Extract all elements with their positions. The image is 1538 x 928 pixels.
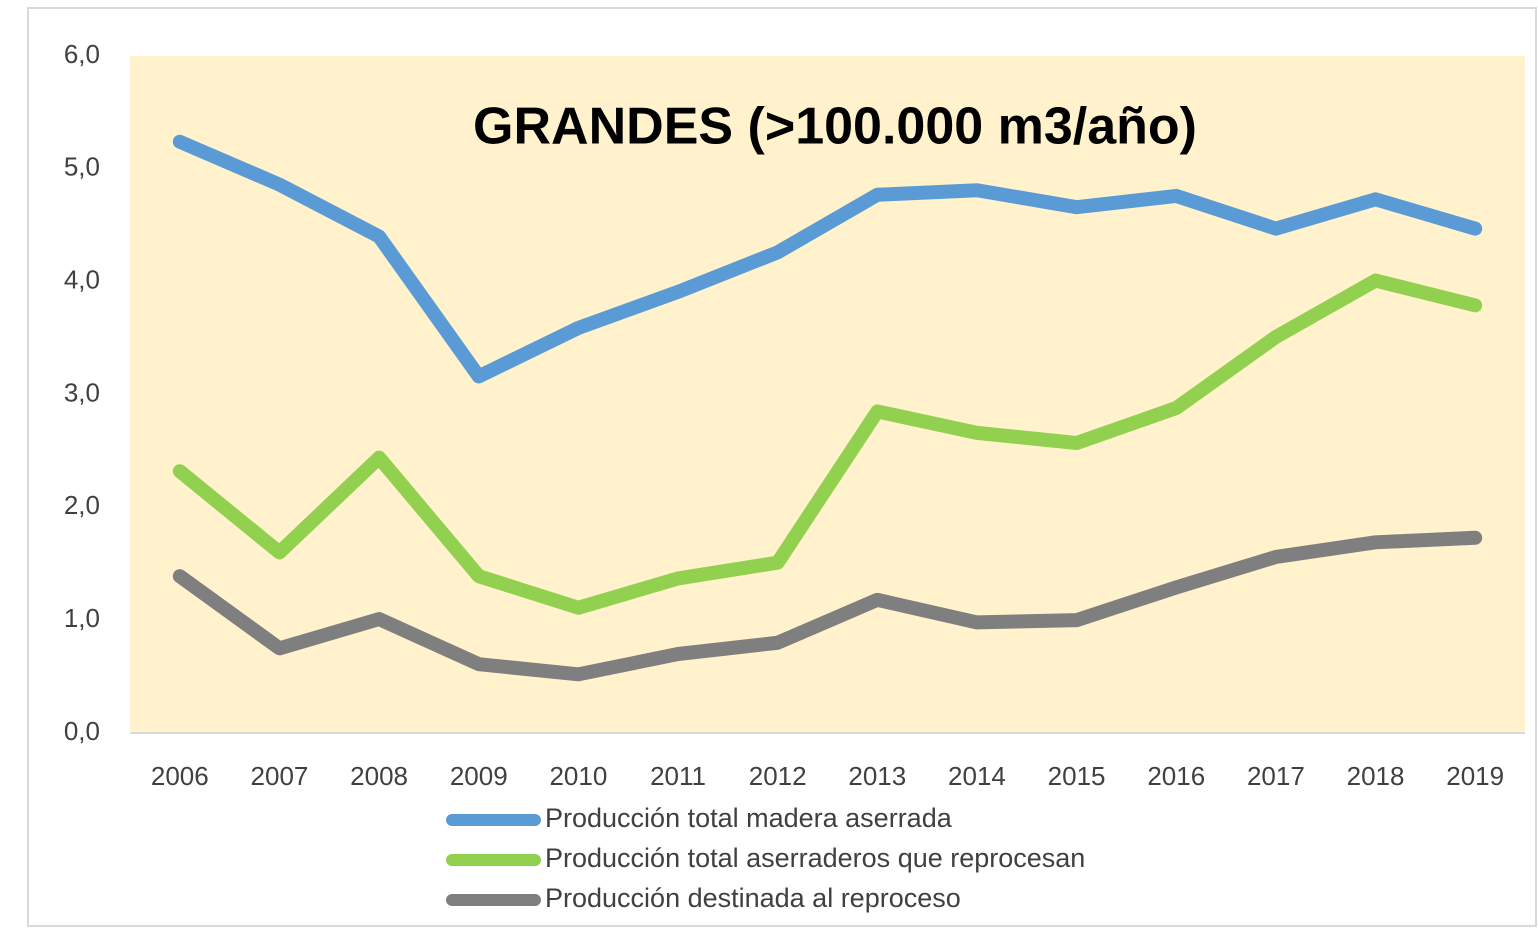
legend-label: Producción total aserraderos que reproce… bbox=[545, 843, 1085, 873]
x-tick-label: 2018 bbox=[1347, 761, 1405, 791]
y-tick-label: 6,0 bbox=[64, 39, 100, 69]
x-tick-label: 2006 bbox=[151, 761, 209, 791]
x-tick-label: 2008 bbox=[350, 761, 408, 791]
y-tick-label: 4,0 bbox=[64, 265, 100, 295]
x-tick-label: 2013 bbox=[848, 761, 906, 791]
x-tick-label: 2017 bbox=[1247, 761, 1305, 791]
series-line bbox=[172, 134, 1483, 384]
x-tick-label: 2014 bbox=[948, 761, 1006, 791]
legend-label: Producción destinada al reproceso bbox=[545, 883, 961, 913]
series-line bbox=[172, 273, 1483, 615]
x-tick-label: 2011 bbox=[650, 761, 706, 791]
x-tick-label: 2009 bbox=[450, 761, 508, 791]
x-tick-label: 2012 bbox=[749, 761, 807, 791]
chart-title: GRANDES (>100.000 m3/año) bbox=[473, 98, 1197, 156]
series-line bbox=[172, 530, 1483, 682]
y-tick-label: 5,0 bbox=[64, 152, 100, 182]
y-tick-label: 2,0 bbox=[64, 490, 100, 520]
y-tick-label: 1,0 bbox=[64, 603, 100, 633]
x-tick-label: 2019 bbox=[1446, 761, 1504, 791]
y-tick-label: 3,0 bbox=[64, 377, 100, 407]
y-tick-label: 0,0 bbox=[64, 716, 100, 746]
x-tick-label: 2007 bbox=[251, 761, 309, 791]
legend-label: Producción total madera aserrada bbox=[545, 803, 953, 833]
x-tick-label: 2016 bbox=[1147, 761, 1205, 791]
x-tick-label: 2010 bbox=[549, 761, 607, 791]
x-tick-label: 2015 bbox=[1048, 761, 1106, 791]
